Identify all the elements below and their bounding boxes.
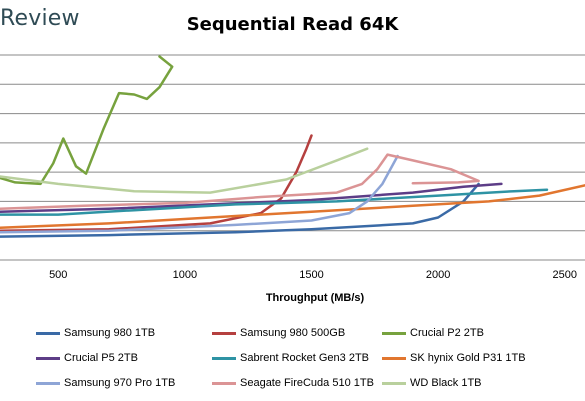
x-tick-label: 1000	[173, 269, 197, 281]
series-lines	[0, 55, 585, 238]
x-tick-label: 2500	[552, 269, 576, 281]
series-line	[0, 154, 399, 234]
series-line	[0, 184, 585, 230]
x-tick-labels: 500 1000 1500 2000 2500	[49, 269, 577, 281]
x-tick-label: 500	[49, 269, 67, 281]
series-line	[0, 55, 174, 186]
x-axis-label: Throughput (MB/s)	[266, 292, 365, 304]
series-line	[0, 134, 313, 232]
brand-logo: Review	[0, 6, 80, 31]
x-tick-label: 1500	[299, 269, 323, 281]
chart-title: Sequential Read 64K	[186, 14, 399, 35]
series-line	[0, 182, 503, 213]
x-tick-label: 2000	[426, 269, 450, 281]
series-line	[0, 153, 480, 211]
series-line	[0, 188, 549, 216]
series-line	[0, 147, 369, 194]
